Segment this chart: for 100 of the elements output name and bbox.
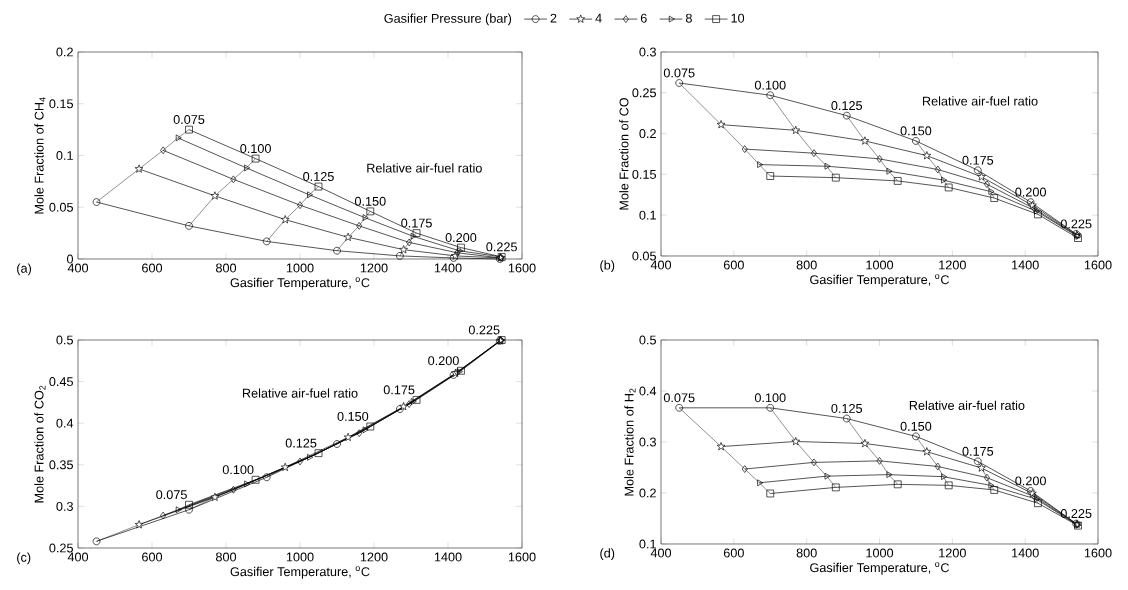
y-tick-label: 0.45 [49,377,73,387]
annotation: Relative air-fuel ratio [367,163,482,173]
x-tick-label: 800 [796,548,817,558]
y-tick-label: 0.4 [56,418,74,428]
y-tick-label: 0 [66,254,74,264]
x-tick-label: 600 [142,552,163,562]
x-tick-label: 800 [215,263,237,273]
x-axis-title: Gasifier Temperature, $^{o}$C [810,274,950,287]
annotation: 0.100 [222,465,254,475]
x-tick-label: 1200 [360,263,388,273]
y-tick-label: 0.5 [639,335,656,345]
x-tick-label: 1400 [1012,548,1039,558]
text: (c) [17,552,31,565]
annotation: 0.150 [337,411,369,421]
y-tick-label: 0.1 [56,151,73,160]
annotation: 0.075 [663,68,695,78]
y-tick-label: 0.1 [639,210,656,220]
y-tick-label: 0.3 [639,437,656,447]
y-tick-label: 0.1 [639,539,656,549]
y-tick-label: 0.05 [632,251,656,261]
legend-label: 8 [685,13,692,23]
text: (b) [600,260,615,273]
annotation: 0.175 [401,218,432,228]
x-tick-label: 1200 [939,548,966,558]
annotation: 0.125 [831,101,863,111]
x-tick-label: 400 [650,548,672,558]
annotation: 0.200 [428,356,459,366]
annotation: 0.125 [303,171,334,181]
y-tick-label: 0.25 [632,88,656,98]
y-tick-label: 0.2 [56,47,73,57]
y-tick-label: 0.5 [56,335,73,345]
x-tick-label: 1000 [286,263,314,273]
x-tick-label: 1600 [508,263,536,273]
annotation: 0.075 [156,490,187,500]
y-tick-label: 0.2 [639,129,656,139]
annotation: 0.200 [1015,187,1046,197]
x-tick-label: 1000 [866,260,894,270]
x-tick-label: 600 [142,263,163,273]
x-tick-label: 400 [67,263,89,273]
x-axis-title: Gasifier Temperature, $^{o}$C [230,566,370,579]
annotation: 0.175 [962,155,994,165]
y-axis-title: Mole Fraction of CH$_{4}$ [34,97,46,214]
text: (d) [600,548,615,561]
x-tick-label: 600 [723,548,744,558]
annotation: 0.100 [754,393,786,403]
annotation: 0.200 [1015,476,1046,486]
x-tick-label: 1400 [434,263,462,273]
y-axis-title: Mole Fraction of CO [619,97,629,210]
annotation: 0.150 [900,421,932,431]
y-tick-label: 0.35 [49,460,73,470]
annotation: 0.150 [900,126,932,136]
legend-label: 6 [640,13,647,23]
annotation: Relative air-fuel ratio [922,96,1038,106]
x-tick-label: 400 [67,552,89,562]
annotation: 0.175 [383,385,415,395]
y-tick-label: 0.15 [49,99,73,109]
annotation: 0.225 [486,242,517,252]
annotation: 0.175 [962,446,994,456]
x-tick-label: 800 [796,260,817,270]
x-tick-label: 1600 [1084,548,1112,558]
x-tick-label: 1200 [360,552,388,562]
legend-label: 4 [595,13,602,23]
x-axis-title: Gasifier Temperature, $^{o}$C [230,277,370,290]
annotation: 0.225 [1060,509,1092,518]
annotation: Relative air-fuel ratio [242,388,358,398]
y-tick-label: 0.3 [56,501,73,511]
annotation: 0.075 [663,393,695,403]
x-tick-label: 1000 [286,552,314,562]
y-axis-title: Mole Fraction of H$_{2}$ [624,388,636,496]
x-tick-label: 400 [650,260,672,270]
annotation: 0.125 [285,438,317,448]
legend-label: 2 [550,13,557,23]
y-tick-label: 0.3 [639,47,656,57]
legend-label: 10 [731,13,745,23]
x-tick-label: 1000 [866,548,894,558]
annotation: 0.100 [240,144,271,153]
annotation: 0.100 [754,80,786,90]
y-tick-label: 0.15 [632,169,656,179]
annotation: 0.225 [1060,219,1092,229]
x-tick-label: 1400 [434,552,462,562]
text: (a) [17,263,32,276]
y-tick-label: 0.2 [639,488,656,498]
x-tick-label: 600 [723,260,744,270]
x-tick-label: 1600 [508,552,536,562]
annotation: 0.150 [354,196,386,206]
legend-title: Gasifier Pressure (bar) [384,13,512,26]
annotation: 0.225 [468,325,500,335]
y-tick-label: 0.4 [639,386,657,396]
x-tick-label: 1400 [1012,260,1039,270]
x-tick-label: 800 [215,552,237,562]
x-tick-label: 1200 [939,260,966,270]
y-tick-label: 0.05 [49,202,73,212]
annotation: Relative air-fuel ratio [909,400,1025,410]
y-tick-label: 0.25 [49,543,73,553]
x-tick-label: 1600 [1084,260,1112,270]
y-axis-title: Mole Fraction of CO$_{2}$ [34,385,46,503]
annotation: 0.075 [173,115,205,125]
x-axis-title: Gasifier Temperature, $^{o}$C [810,562,950,575]
annotation: 0.125 [831,403,863,413]
annotation: 0.200 [445,233,477,243]
